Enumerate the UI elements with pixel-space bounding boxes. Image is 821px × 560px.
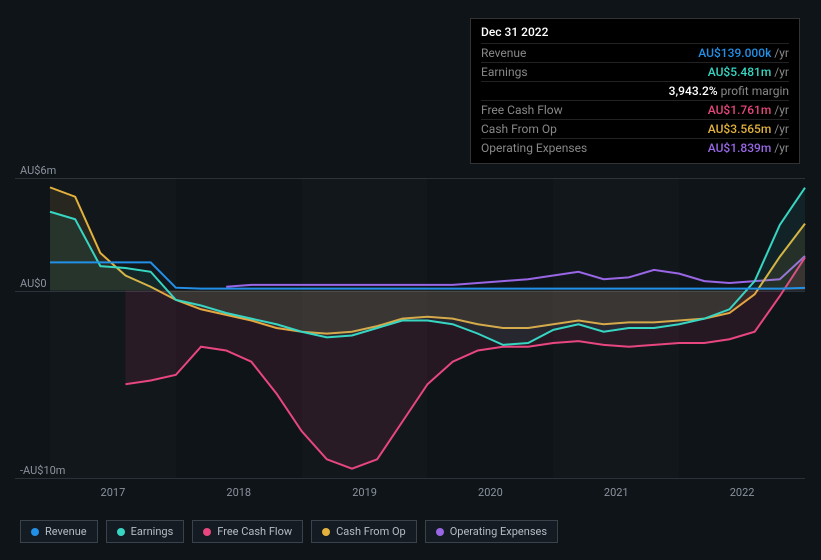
legend-label: Revenue bbox=[45, 525, 87, 538]
tooltip-row: Free Cash FlowAU$1.761m /yr bbox=[481, 100, 789, 119]
legend-label: Operating Expenses bbox=[450, 525, 547, 538]
x-axis-label: 2018 bbox=[226, 486, 251, 499]
legend-label: Earnings bbox=[131, 525, 174, 538]
x-axis-label: 2017 bbox=[101, 486, 126, 499]
x-axis-label: 2021 bbox=[604, 486, 629, 499]
chart-tooltip: Dec 31 2022 RevenueAU$139.000k /yrEarnin… bbox=[470, 18, 800, 164]
x-axis-label: 2022 bbox=[730, 486, 755, 499]
x-axis-label: 2020 bbox=[478, 486, 503, 499]
tooltip-row: Cash From OpAU$3.565m /yr bbox=[481, 119, 789, 138]
chart-legend: Revenue Earnings Free Cash Flow Cash From O… bbox=[20, 520, 558, 543]
legend-label: Free Cash Flow bbox=[217, 525, 292, 538]
tooltip-row: RevenueAU$139.000k /yr bbox=[481, 43, 789, 62]
legend-item-revenue[interactable]: Revenue bbox=[20, 520, 98, 543]
legend-item-operating-expenses[interactable]: Operating Expenses bbox=[425, 520, 558, 543]
tooltip-row: 3,943.2% profit margin bbox=[481, 81, 789, 100]
legend-item-free-cash-flow[interactable]: Free Cash Flow bbox=[192, 520, 303, 543]
x-axis-label: 2019 bbox=[352, 486, 377, 499]
legend-item-cash-from-op[interactable]: Cash From Op bbox=[311, 520, 417, 543]
tooltip-row: Operating ExpensesAU$1.839m /yr bbox=[481, 138, 789, 157]
tooltip-title: Dec 31 2022 bbox=[481, 25, 789, 39]
legend-label: Cash From Op bbox=[336, 525, 406, 538]
legend-item-earnings[interactable]: Earnings bbox=[106, 520, 185, 543]
tooltip-row: EarningsAU$5.481m /yr bbox=[481, 62, 789, 81]
